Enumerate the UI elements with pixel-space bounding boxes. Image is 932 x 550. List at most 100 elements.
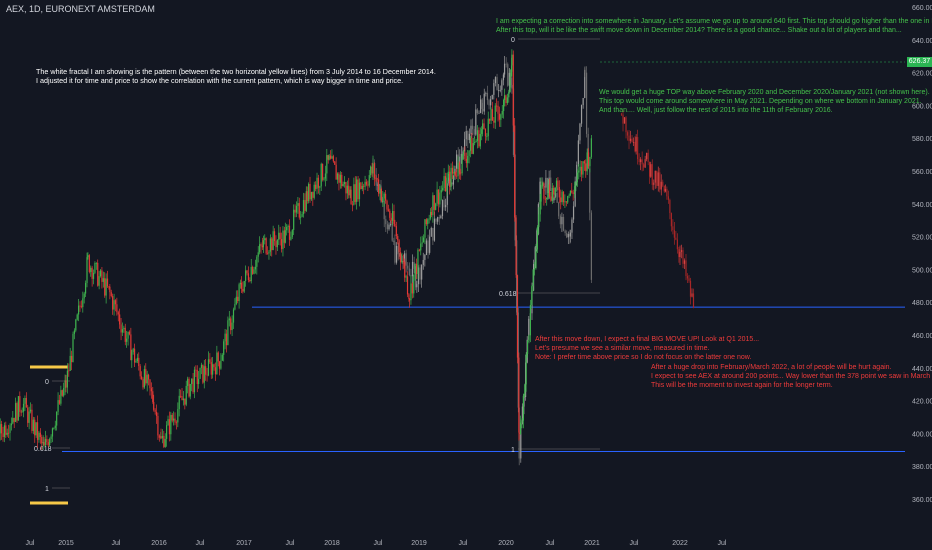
candle-body [657,172,659,186]
candle-body [490,109,492,121]
candle-body [187,378,189,386]
candle-body [313,184,315,198]
candle-body [644,159,646,168]
candle-body [469,137,472,151]
y-tick-label: 400.00 [912,431,932,438]
candle-body [547,184,549,198]
candle-body [400,254,402,262]
candle-body [310,191,313,200]
candle-body [231,322,233,331]
candle-body [42,442,44,444]
candle-body [578,170,580,173]
candle-body [163,435,165,447]
candle-body [6,432,8,435]
candle-body [373,163,375,178]
y-tick-label: 580.00 [912,136,932,143]
candle-body [554,187,556,195]
candle-body [269,238,271,252]
candle-body [481,129,483,134]
candle-body [50,436,52,439]
candle-body [13,417,15,422]
candle-body [432,228,434,241]
candle-body [424,219,426,238]
candle-body [272,231,274,251]
candle-body [628,135,630,141]
candle-body [533,268,536,270]
candle-body [120,324,122,333]
candle-body [95,262,97,264]
x-tick-label: Jul [196,540,205,547]
candle-body [416,284,418,288]
candle-body [388,224,390,230]
candle-body [83,293,85,299]
candle-body [38,432,40,440]
candle-body [558,202,560,217]
candle-body [511,54,513,66]
candle-body [420,243,422,251]
candle-body [191,378,193,384]
candle-body [192,378,194,393]
candle-body [524,384,526,396]
candle-body [138,357,140,367]
candle-body [271,238,273,251]
candle-body [450,167,452,187]
candle-body [79,305,81,307]
candle-body [331,156,333,159]
candle-body [298,203,300,218]
candle-body [498,113,501,120]
candle-body [29,409,32,412]
candle-body [320,163,322,187]
y-tick-label: 420.00 [912,399,932,406]
candle-body [391,224,393,241]
candle-body [429,236,431,253]
candle-body [506,97,508,104]
candle-body [562,191,565,203]
candle-body [41,437,43,444]
candle-body [56,411,58,426]
candle-body [105,278,107,296]
y-tick-label: 360.00 [912,497,932,504]
candle-body [553,196,555,201]
candle-body [254,266,257,270]
candle-body [385,219,387,225]
candle-body [65,380,67,388]
candle-body [408,299,411,301]
candle-body [257,252,259,257]
candle-body [360,182,362,190]
candle-body [471,137,473,154]
candle-body [2,433,4,437]
candle-body [505,63,507,65]
candle-body [363,185,365,187]
candle-body [24,397,26,404]
candle-body [147,374,150,380]
candle-body [587,133,589,169]
candle-body [312,191,314,198]
candle-body [623,117,626,124]
candle-body [456,154,458,169]
candle-body [491,109,494,121]
candle-body [304,200,306,211]
candle-body [451,182,453,185]
candle-body [468,150,470,156]
candle-body [315,184,317,189]
candle-body [585,163,587,172]
candle-body [433,195,435,210]
candle-body [36,422,39,440]
candle-body [659,172,661,190]
candle-body [620,113,623,115]
candle-body [691,293,693,297]
candle-body [378,184,380,186]
y-tick-label: 600.00 [912,103,932,110]
candle-body [98,276,100,286]
candle-body [418,249,420,251]
candle-body [439,192,441,205]
candle-body [680,250,683,252]
candle-body [689,280,692,297]
candle-body [379,188,381,194]
candle-body [195,369,197,371]
candle-body [675,237,677,240]
candle-body [200,364,203,368]
candle-body [484,128,487,137]
candle-body [460,172,462,174]
